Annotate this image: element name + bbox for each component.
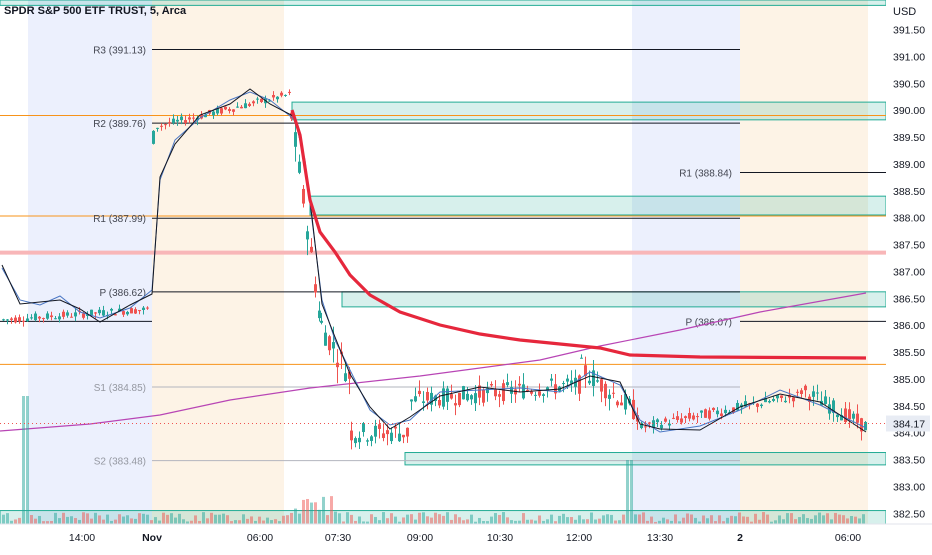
y-tick-label: 382.50 bbox=[893, 508, 925, 520]
session-band bbox=[740, 0, 868, 524]
y-tick-label: 387.50 bbox=[893, 240, 925, 252]
session-band bbox=[868, 0, 886, 524]
y-tick-label: 383.50 bbox=[893, 455, 925, 467]
x-tick-label: 14:00 bbox=[69, 532, 95, 544]
price-axis-bg bbox=[886, 0, 932, 550]
session-band bbox=[152, 0, 284, 524]
ema-line bbox=[290, 109, 867, 360]
candles bbox=[2, 89, 867, 450]
y-tick-label: 387.00 bbox=[893, 266, 925, 278]
last-price-tag-bg bbox=[886, 415, 930, 432]
volume-bars bbox=[2, 396, 865, 524]
x-tick-label: 2 bbox=[737, 532, 743, 544]
x-tick-label: 06:00 bbox=[835, 532, 861, 544]
pivot-label: S1 (384.85) bbox=[94, 383, 146, 394]
liquidity-zone bbox=[404, 452, 887, 466]
y-tick-label: 390.50 bbox=[893, 78, 925, 90]
y-tick-label: 384.50 bbox=[893, 401, 925, 413]
pivot-label: R2 (389.76) bbox=[93, 119, 146, 130]
y-tick-label: 388.00 bbox=[893, 213, 925, 225]
y-tick-label: 389.00 bbox=[893, 159, 925, 171]
long-ma-line bbox=[0, 292, 867, 432]
pivot-label: P (386.62) bbox=[99, 288, 146, 299]
y-tick-label: 385.50 bbox=[893, 347, 925, 359]
time-axis-bg bbox=[0, 524, 886, 550]
y-tick-label: 391.00 bbox=[893, 51, 925, 63]
y-tick-label: 386.50 bbox=[893, 293, 925, 305]
y-tick-label: 385.00 bbox=[893, 374, 925, 386]
session-band bbox=[632, 0, 740, 524]
x-tick-label: 10:30 bbox=[487, 532, 513, 544]
x-tick-label: 06:00 bbox=[247, 532, 273, 544]
session-band bbox=[28, 0, 152, 524]
y-tick-label: 391.50 bbox=[893, 25, 925, 37]
y-tick-label: 390.00 bbox=[893, 105, 925, 117]
x-tick-label: 12:00 bbox=[566, 532, 592, 544]
x-tick-label: 09:00 bbox=[407, 532, 433, 544]
pivot-label: R1 (388.84) bbox=[679, 169, 732, 180]
pivot-label: P (386.07) bbox=[685, 317, 732, 328]
session-band bbox=[284, 0, 632, 524]
x-tick-label: 07:30 bbox=[325, 532, 351, 544]
y-tick-label: 383.00 bbox=[893, 481, 925, 493]
y-tick-label: 388.50 bbox=[893, 186, 925, 198]
y-tick-label: 389.50 bbox=[893, 132, 925, 144]
liquidity-zone bbox=[309, 195, 887, 216]
fast-ma-line-2 bbox=[1, 88, 867, 433]
currency-label: USD bbox=[893, 6, 916, 18]
y-tick-label: 386.00 bbox=[893, 320, 925, 332]
last-price-label: 384.17 bbox=[893, 418, 925, 430]
x-tick-label: 13:30 bbox=[647, 532, 673, 544]
pivot-label: R1 (387.99) bbox=[93, 214, 146, 225]
x-tick-label: Nov bbox=[142, 532, 162, 544]
liquidity-zone bbox=[291, 101, 887, 121]
chart-title: SPDR S&P 500 ETF TRUST, 5, Arca bbox=[4, 5, 187, 17]
pivot-label: R3 (391.13) bbox=[93, 45, 146, 56]
pivot-label: S2 (383.48) bbox=[94, 457, 146, 468]
